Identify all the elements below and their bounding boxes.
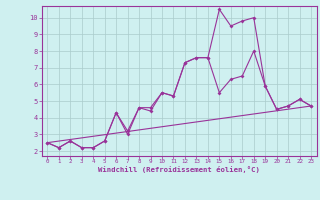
X-axis label: Windchill (Refroidissement éolien,°C): Windchill (Refroidissement éolien,°C) bbox=[98, 166, 260, 173]
